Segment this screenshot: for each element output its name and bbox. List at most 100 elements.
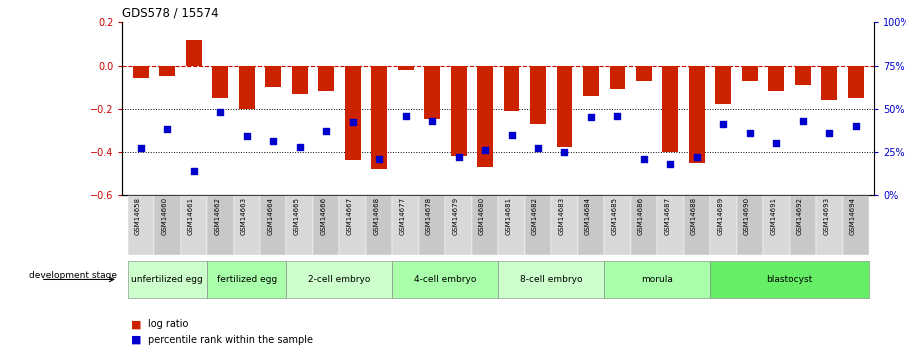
Bar	[392, 261, 498, 298]
Text: GSM14658: GSM14658	[135, 197, 140, 235]
Point	[239, 134, 254, 139]
Bar	[583, 66, 599, 96]
Text: GSM14667: GSM14667	[347, 197, 352, 236]
Point	[795, 118, 810, 124]
Bar	[128, 261, 207, 298]
Bar	[525, 195, 551, 255]
Bar	[848, 66, 863, 98]
Bar	[424, 66, 440, 119]
Bar	[340, 195, 366, 255]
Bar	[556, 66, 573, 148]
Point	[425, 118, 439, 124]
Bar	[260, 195, 286, 255]
Text: GSM14666: GSM14666	[320, 197, 326, 236]
Text: GSM14686: GSM14686	[638, 197, 644, 236]
Text: GSM14662: GSM14662	[215, 197, 220, 235]
Point	[133, 146, 148, 151]
Bar	[684, 195, 710, 255]
Bar	[610, 66, 625, 89]
Bar	[843, 195, 869, 255]
Bar	[128, 195, 154, 255]
Bar	[710, 261, 869, 298]
Point	[769, 140, 784, 146]
Point	[319, 128, 333, 134]
Bar	[472, 195, 498, 255]
Bar	[763, 195, 789, 255]
Text: GSM14694: GSM14694	[850, 197, 856, 235]
Bar	[392, 195, 419, 255]
Text: log ratio: log ratio	[148, 319, 188, 329]
Bar	[239, 66, 255, 109]
Bar	[498, 195, 525, 255]
Text: GSM14678: GSM14678	[426, 197, 432, 236]
Bar	[716, 66, 731, 104]
Text: GSM14660: GSM14660	[161, 197, 168, 236]
Bar	[265, 66, 281, 87]
Bar	[530, 66, 546, 124]
Text: GSM14685: GSM14685	[612, 197, 618, 235]
Point	[663, 161, 678, 167]
Point	[557, 149, 572, 155]
Bar	[133, 66, 149, 78]
Point	[716, 121, 730, 127]
Text: GSM14680: GSM14680	[479, 197, 485, 236]
Bar	[662, 66, 679, 152]
Text: GSM14677: GSM14677	[400, 197, 406, 236]
Point	[743, 130, 757, 136]
Text: GSM14661: GSM14661	[188, 197, 194, 236]
Bar	[419, 195, 446, 255]
Text: 2-cell embryo: 2-cell embryo	[308, 275, 371, 284]
Text: GSM14679: GSM14679	[453, 197, 458, 236]
Text: 8-cell embryo: 8-cell embryo	[520, 275, 583, 284]
Bar	[551, 195, 578, 255]
Point	[293, 144, 307, 149]
Text: GSM14690: GSM14690	[744, 197, 750, 236]
Point	[849, 123, 863, 129]
Text: GSM14691: GSM14691	[770, 197, 776, 236]
Text: GSM14663: GSM14663	[241, 197, 246, 236]
Bar	[636, 66, 652, 81]
Bar	[578, 195, 604, 255]
Point	[213, 109, 227, 115]
Point	[160, 127, 175, 132]
Bar	[207, 261, 286, 298]
Text: GSM14692: GSM14692	[796, 197, 803, 235]
Bar	[159, 66, 175, 76]
Text: GSM14689: GSM14689	[718, 197, 723, 236]
Text: ■: ■	[131, 319, 142, 329]
Bar	[789, 195, 816, 255]
Bar	[737, 195, 763, 255]
Text: GSM14693: GSM14693	[824, 197, 829, 236]
Bar	[286, 261, 392, 298]
Bar	[234, 195, 260, 255]
Bar	[207, 195, 234, 255]
Point	[371, 156, 386, 161]
Bar	[180, 195, 207, 255]
Bar	[366, 195, 392, 255]
Bar	[742, 66, 757, 81]
Bar	[212, 66, 228, 98]
Bar	[631, 195, 657, 255]
Text: development stage: development stage	[29, 272, 117, 280]
Text: ■: ■	[131, 335, 142, 345]
Bar	[477, 66, 493, 167]
Bar	[398, 66, 413, 70]
Point	[689, 154, 704, 160]
Bar	[313, 195, 340, 255]
Bar	[816, 195, 843, 255]
Bar	[689, 66, 705, 162]
Text: GSM14682: GSM14682	[532, 197, 538, 235]
Bar	[186, 40, 202, 66]
Text: GSM14664: GSM14664	[267, 197, 274, 235]
Point	[187, 168, 201, 174]
Bar	[371, 66, 387, 169]
Text: GSM14683: GSM14683	[558, 197, 564, 236]
Bar	[154, 195, 180, 255]
Text: GSM14668: GSM14668	[373, 197, 379, 236]
Bar	[286, 195, 313, 255]
Text: GSM14681: GSM14681	[506, 197, 512, 236]
Bar	[446, 195, 472, 255]
Point	[611, 113, 625, 118]
Bar	[450, 66, 467, 156]
Point	[822, 130, 836, 136]
